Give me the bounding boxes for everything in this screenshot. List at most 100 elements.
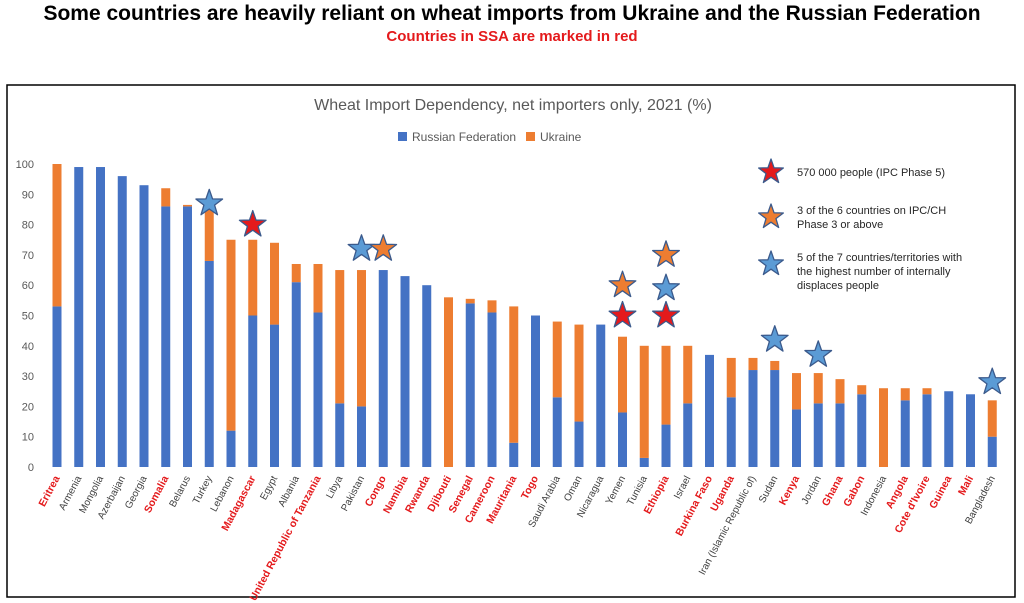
bar-russia — [270, 324, 279, 467]
bar-ukraine — [683, 345, 693, 404]
bar-ukraine — [922, 388, 932, 395]
bar-russia — [661, 424, 671, 467]
bar-ukraine — [770, 360, 780, 371]
bar-russia — [574, 421, 584, 467]
bar-russia — [487, 312, 497, 467]
headline: Some countries are heavily reliant on wh… — [43, 2, 981, 25]
bar-ukraine — [313, 263, 323, 313]
bar-ukraine — [661, 345, 671, 425]
y-tick-label: 80 — [22, 220, 34, 232]
bar-russia — [944, 391, 954, 467]
bar-russia — [509, 442, 519, 467]
star-orange-icon — [369, 234, 398, 261]
y-tick-label: 60 — [22, 280, 34, 292]
bar-ukraine — [748, 357, 758, 371]
bar-russia — [531, 315, 540, 467]
bar-ukraine — [291, 263, 301, 283]
bar-russia — [813, 403, 823, 467]
annotation-stars — [195, 188, 1007, 395]
bar-ukraine — [52, 164, 62, 307]
bars — [52, 164, 997, 468]
bar-russia — [378, 270, 388, 467]
bar-russia — [335, 403, 345, 467]
bar-ukraine — [509, 306, 519, 443]
bar-ukraine — [161, 188, 171, 207]
bar-russia — [422, 285, 432, 467]
legend-star-text: the highest number of internally — [797, 266, 951, 278]
bar-russia — [552, 397, 562, 467]
star-blue-icon — [978, 367, 1007, 395]
legend-star-text: 5 of the 7 countries/territories with — [797, 252, 962, 264]
y-tick-label: 20 — [22, 401, 34, 413]
bar-ukraine — [987, 400, 997, 437]
legend-swatch-ukraine — [526, 132, 535, 141]
star-red-icon — [608, 300, 637, 328]
y-tick-label: 30 — [22, 371, 34, 383]
star-blue-icon — [195, 188, 224, 216]
bar-russia — [465, 303, 475, 467]
bar-russia — [117, 176, 127, 467]
bar-ukraine — [270, 242, 279, 325]
star-legend: 570 000 people (IPC Phase 5) 3 of the 6 c… — [757, 158, 962, 292]
legend-star-red-icon — [757, 158, 785, 184]
bar-ukraine — [465, 298, 475, 304]
bar-russia — [683, 403, 693, 467]
bar-russia — [139, 185, 149, 467]
series-legend: Russian Federation Ukraine — [398, 130, 582, 144]
bar-russia — [400, 276, 410, 467]
bar-russia — [96, 167, 105, 467]
bar-russia — [966, 394, 975, 467]
bar-ukraine — [444, 297, 453, 467]
y-tick-label: 10 — [22, 432, 34, 444]
bar-russia — [226, 430, 236, 467]
star-orange-icon — [608, 270, 637, 298]
bar-ukraine — [204, 209, 214, 261]
bar-russia — [248, 315, 258, 467]
y-tick-label: 50 — [22, 311, 34, 323]
bar-ukraine — [487, 300, 497, 313]
legend-label: Ukraine — [540, 130, 582, 144]
bar-ukraine — [857, 385, 867, 395]
bar-russia — [161, 206, 171, 468]
bar-russia — [313, 312, 323, 467]
y-tick-label: 100 — [16, 159, 34, 171]
bar-russia — [204, 260, 214, 467]
legend-star-text: 3 of the 6 countries on IPC/CH — [797, 205, 946, 217]
y-axis: 0 10 20 30 40 50 60 70 80 90 100 — [16, 159, 34, 474]
bar-russia — [987, 436, 997, 467]
star-blue-icon — [760, 325, 789, 352]
bar-ukraine — [335, 270, 345, 404]
bar-ukraine — [813, 373, 823, 404]
legend-label: Russian Federation — [412, 130, 516, 144]
bar-russia — [74, 167, 84, 467]
bar-russia — [922, 394, 932, 467]
bar-ukraine — [183, 204, 192, 207]
bar-russia — [770, 370, 780, 467]
bar-ukraine — [226, 239, 236, 431]
legend-swatch-russia — [398, 132, 407, 141]
bar-ukraine — [574, 324, 584, 422]
star-blue-icon — [652, 273, 680, 301]
bar-russia — [183, 206, 192, 468]
y-tick-label: 90 — [22, 189, 34, 201]
y-tick-label: 0 — [28, 462, 34, 474]
legend-star-orange-icon — [757, 203, 785, 229]
chart-title: Wheat Import Dependency, net importers o… — [314, 97, 712, 114]
bar-russia — [357, 406, 366, 467]
bar-ukraine — [726, 357, 736, 398]
y-tick-label: 40 — [22, 341, 34, 353]
legend-star-text: Phase 3 or above — [797, 219, 883, 231]
bar-russia — [792, 409, 801, 467]
star-red-icon — [238, 209, 267, 237]
bar-russia — [748, 370, 758, 467]
legend-star-text: displaces people — [797, 280, 879, 292]
bar-russia — [52, 306, 62, 467]
legend-star-text: 570 000 people (IPC Phase 5) — [797, 167, 945, 179]
bar-russia — [291, 282, 301, 467]
y-tick-label: 70 — [22, 250, 34, 262]
bar-russia — [726, 397, 736, 467]
bar-russia — [705, 354, 714, 467]
bar-ukraine — [618, 336, 627, 413]
bar-russia — [596, 324, 606, 467]
